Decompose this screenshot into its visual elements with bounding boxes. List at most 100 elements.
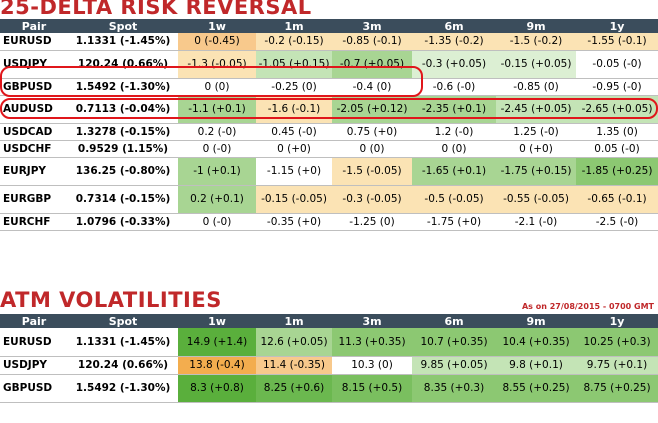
value-cell-9m: -2.1 (-0) bbox=[496, 213, 576, 231]
atm-volatilities-title: ATM VOLATILITIES bbox=[0, 288, 222, 312]
table-row-eurusd: EURUSD 1.1331 (-1.45%) 0 (-0.45) -0.2 (-0.1… bbox=[0, 33, 658, 51]
value-cell-9m: -1.75 (+0.15) bbox=[496, 157, 576, 186]
value-cell-3m: -1.5 (-0.05) bbox=[332, 157, 412, 186]
column-header-9m: 9m bbox=[496, 19, 576, 33]
value-cell-3m: 8.15 (+0.5) bbox=[332, 374, 412, 403]
column-header-spot: Spot bbox=[68, 314, 178, 328]
value-cell-1m: -1.6 (-0.1) bbox=[256, 95, 332, 124]
value-cell-9m: -0.55 (-0.05) bbox=[496, 185, 576, 214]
value-cell-1y: 9.75 (+0.1) bbox=[576, 356, 658, 375]
pair-cell: EURCHF bbox=[0, 213, 68, 231]
value-cell-3m: -1.25 (0) bbox=[332, 213, 412, 231]
value-cell-1w: 8.3 (+0.8) bbox=[178, 374, 256, 403]
value-cell-1w: 0.2 (+0.1) bbox=[178, 185, 256, 214]
value-cell-1y: -0.05 (-0) bbox=[576, 50, 658, 79]
value-cell-9m: 10.4 (+0.35) bbox=[496, 328, 576, 357]
column-header-1m: 1m bbox=[256, 314, 332, 328]
value-cell-1y: 10.25 (+0.3) bbox=[576, 328, 658, 357]
pair-cell: EURUSD bbox=[0, 328, 68, 357]
spot-cell: 120.24 (0.66%) bbox=[68, 356, 178, 375]
pair-cell: EURGBP bbox=[0, 185, 68, 214]
value-cell-3m: -0.7 (+0.05) bbox=[332, 50, 412, 79]
value-cell-1w: 0 (-0) bbox=[178, 140, 256, 158]
value-cell-1m: -0.2 (-0.15) bbox=[256, 33, 332, 51]
value-cell-1w: 14.9 (+1.4) bbox=[178, 328, 256, 357]
risk-reversal-title: 25-DELTA RISK REVERSAL bbox=[0, 0, 312, 19]
value-cell-1y: 8.75 (+0.25) bbox=[576, 374, 658, 403]
column-header-1w: 1w bbox=[178, 314, 256, 328]
atm-volatilities-table: Pair Spot 1w 1m 3m 6m 9m 1y EURUSD 1.1331 (-1.45… bbox=[0, 314, 658, 403]
value-cell-9m: 8.55 (+0.25) bbox=[496, 374, 576, 403]
value-cell-6m: -1.75 (+0) bbox=[412, 213, 496, 231]
value-cell-6m: -2.35 (+0.1) bbox=[412, 95, 496, 124]
column-header-6m: 6m bbox=[412, 19, 496, 33]
pair-cell: USDCHF bbox=[0, 140, 68, 158]
spot-cell: 1.1331 (-1.45%) bbox=[68, 328, 178, 357]
value-cell-1w: 13.8 (-0.4) bbox=[178, 356, 256, 375]
value-cell-1y: 1.35 (0) bbox=[576, 123, 658, 141]
value-cell-6m: 10.7 (+0.35) bbox=[412, 328, 496, 357]
spot-cell: 1.5492 (-1.30%) bbox=[68, 78, 178, 96]
pair-cell: USDJPY bbox=[0, 356, 68, 375]
value-cell-1y: -1.55 (-0.1) bbox=[576, 33, 658, 51]
column-header-3m: 3m bbox=[332, 314, 412, 328]
spot-cell: 0.7314 (-0.15%) bbox=[68, 185, 178, 214]
spot-cell: 0.9529 (1.15%) bbox=[68, 140, 178, 158]
pair-cell: USDJPY bbox=[0, 50, 68, 79]
value-cell-3m: -0.4 (0) bbox=[332, 78, 412, 96]
table-row-eurchf: EURCHF 1.0796 (-0.33%) 0 (-0) -0.35 (+0) -1.… bbox=[0, 213, 658, 231]
value-cell-3m: 11.3 (+0.35) bbox=[332, 328, 412, 357]
column-header-3m: 3m bbox=[332, 19, 412, 33]
spot-cell: 136.25 (-0.80%) bbox=[68, 157, 178, 186]
table-row-eurgbp: EURGBP 0.7314 (-0.15%) 0.2 (+0.1) -0.15 (-0… bbox=[0, 185, 658, 214]
value-cell-1y: -0.65 (-0.1) bbox=[576, 185, 658, 214]
column-header-1w: 1w bbox=[178, 19, 256, 33]
value-cell-6m: -0.6 (-0) bbox=[412, 78, 496, 96]
value-cell-1m: -0.25 (0) bbox=[256, 78, 332, 96]
value-cell-6m: 9.85 (+0.05) bbox=[412, 356, 496, 375]
pair-cell: GBPUSD bbox=[0, 78, 68, 96]
column-header-pair: Pair bbox=[0, 19, 68, 33]
value-cell-3m: 10.3 (0) bbox=[332, 356, 412, 375]
column-header-spot: Spot bbox=[68, 19, 178, 33]
pair-cell: GBPUSD bbox=[0, 374, 68, 403]
value-cell-6m: 8.35 (+0.3) bbox=[412, 374, 496, 403]
value-cell-1w: -1.1 (+0.1) bbox=[178, 95, 256, 124]
column-header-1y: 1y bbox=[576, 314, 658, 328]
table-row-usdchf: USDCHF 0.9529 (1.15%) 0 (-0) 0 (+0) 0 (0) 0 (… bbox=[0, 140, 658, 158]
value-cell-9m: 0 (+0) bbox=[496, 140, 576, 158]
value-cell-1w: 0 (-0.45) bbox=[178, 33, 256, 51]
table-row-audusd: AUDUSD 0.7113 (-0.04%) -1.1 (+0.1) -1.6 (-0… bbox=[0, 95, 658, 124]
column-header-1y: 1y bbox=[576, 19, 658, 33]
spot-cell: 0.7113 (-0.04%) bbox=[68, 95, 178, 124]
value-cell-3m: 0.75 (+0) bbox=[332, 123, 412, 141]
column-header-1m: 1m bbox=[256, 19, 332, 33]
value-cell-1y: -1.85 (+0.25) bbox=[576, 157, 658, 186]
value-cell-6m: -0.5 (-0.05) bbox=[412, 185, 496, 214]
spot-cell: 1.3278 (-0.15%) bbox=[68, 123, 178, 141]
value-cell-1y: -2.5 (-0) bbox=[576, 213, 658, 231]
value-cell-1y: 0.05 (-0) bbox=[576, 140, 658, 158]
value-cell-6m: -1.35 (-0.2) bbox=[412, 33, 496, 51]
value-cell-9m: -2.45 (+0.05) bbox=[496, 95, 576, 124]
risk-reversal-header-row: Pair Spot 1w 1m 3m 6m 9m 1y bbox=[0, 19, 658, 33]
table-row-usdcad: USDCAD 1.3278 (-0.15%) 0.2 (-0) 0.45 (-0) 0.… bbox=[0, 123, 658, 141]
as-of-timestamp: As on 27/08/2015 - 0700 GMT bbox=[521, 302, 654, 311]
value-cell-3m: -0.85 (-0.1) bbox=[332, 33, 412, 51]
value-cell-1m: 11.4 (-0.35) bbox=[256, 356, 332, 375]
value-cell-6m: -0.3 (+0.05) bbox=[412, 50, 496, 79]
column-header-6m: 6m bbox=[412, 314, 496, 328]
pair-cell: EURUSD bbox=[0, 33, 68, 51]
pair-cell: EURJPY bbox=[0, 157, 68, 186]
risk-reversal-table: Pair Spot 1w 1m 3m 6m 9m 1y EURUSD 1.1331 (-1.45… bbox=[0, 19, 658, 231]
atm-header-row: Pair Spot 1w 1m 3m 6m 9m 1y bbox=[0, 314, 658, 328]
value-cell-1w: 0 (0) bbox=[178, 78, 256, 96]
table-row-usdjpy: USDJPY 120.24 (0.66%) 13.8 (-0.4) 11.4 (-0.… bbox=[0, 356, 658, 375]
value-cell-1w: -1.3 (-0.05) bbox=[178, 50, 256, 79]
value-cell-9m: 9.8 (+0.1) bbox=[496, 356, 576, 375]
value-cell-9m: -1.5 (-0.2) bbox=[496, 33, 576, 51]
value-cell-1y: -2.65 (+0.05) bbox=[576, 95, 658, 124]
value-cell-1m: 12.6 (+0.05) bbox=[256, 328, 332, 357]
value-cell-9m: 1.25 (-0) bbox=[496, 123, 576, 141]
value-cell-1w: 0 (-0) bbox=[178, 213, 256, 231]
